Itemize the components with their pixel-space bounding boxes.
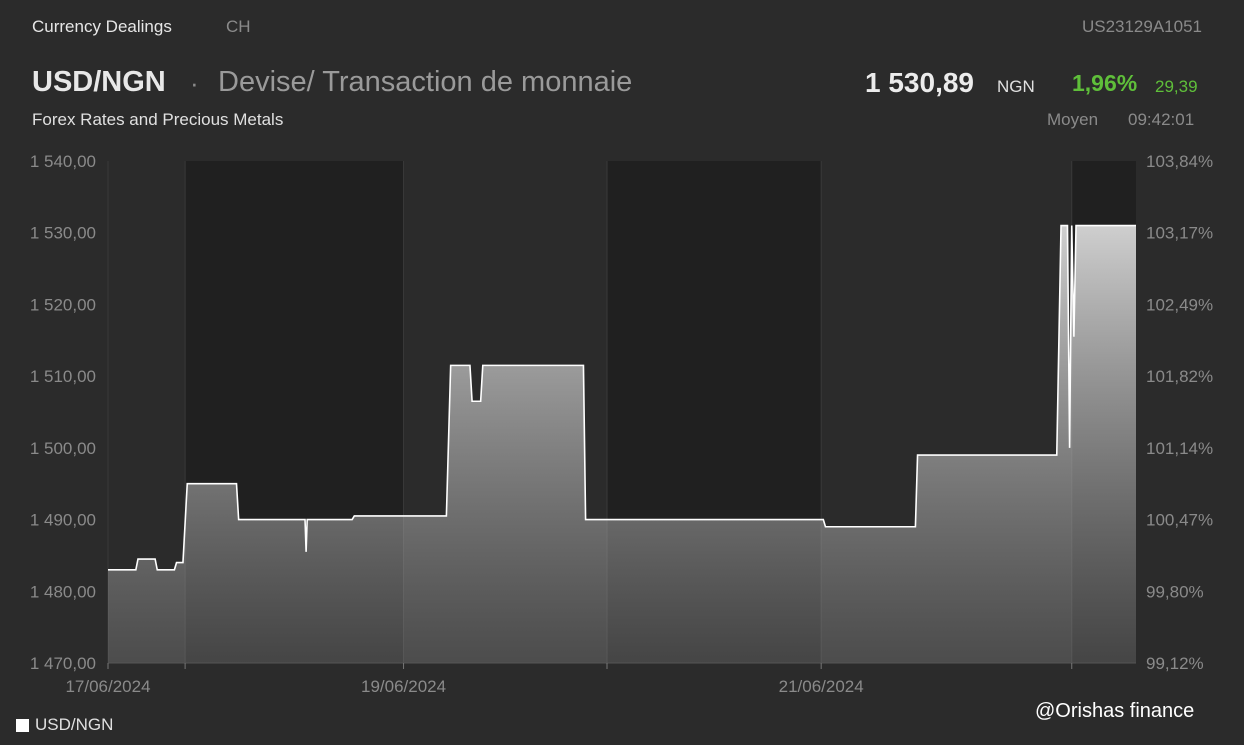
y2-tick-label: 100,47% xyxy=(1146,511,1213,530)
price-currency: NGN xyxy=(997,77,1035,96)
y-tick-label: 1 520,00 xyxy=(30,295,96,314)
y-tick-label: 1 510,00 xyxy=(30,367,96,386)
x-tick-label: 21/06/2024 xyxy=(779,677,864,696)
y2-tick-label: 102,49% xyxy=(1146,295,1213,314)
x-tick-label: 19/06/2024 xyxy=(361,677,446,696)
instrument-description: Devise/ Transaction de monnaie xyxy=(218,66,633,98)
y2-tick-label: 103,84% xyxy=(1146,152,1213,171)
series-area-usd-ngn xyxy=(108,225,1136,664)
legend-swatch xyxy=(16,718,29,732)
instrument-subtitle: Forex Rates and Precious Metals xyxy=(32,110,284,129)
y-tick-label: 1 490,00 xyxy=(30,511,96,530)
y-tick-label: 1 470,00 xyxy=(30,654,96,673)
y-tick-label: 1 500,00 xyxy=(30,439,96,458)
market-label: CH xyxy=(226,17,251,36)
title-separator: · xyxy=(190,68,199,98)
series-line-usd-ngn xyxy=(108,224,1136,571)
chart-legend: USD/NGN xyxy=(16,715,113,735)
x-tick-label: 17/06/2024 xyxy=(65,677,150,696)
change-percent: 1,96% xyxy=(1072,70,1138,96)
source-label: Currency Dealings xyxy=(32,17,172,36)
y-tick-label: 1 480,00 xyxy=(30,582,96,601)
last-price: 1 530,89 xyxy=(865,67,974,98)
quote-time-label: 09:42:01 xyxy=(1128,110,1195,129)
y2-tick-label: 103,17% xyxy=(1146,224,1213,243)
y2-tick-label: 99,12% xyxy=(1146,654,1204,673)
quote-type-label: Moyen xyxy=(1047,110,1099,129)
y2-tick-label: 101,82% xyxy=(1146,367,1213,386)
y2-tick-label: 101,14% xyxy=(1146,439,1213,458)
y-tick-label: 1 540,00 xyxy=(30,152,96,171)
currency-pair-title: USD/NGN xyxy=(32,66,166,98)
isin-label: US23129A1051 xyxy=(1081,17,1202,36)
legend-label: USD/NGN xyxy=(35,715,114,734)
watermark: @Orishas finance xyxy=(1035,700,1195,722)
y-tick-label: 1 530,00 xyxy=(30,224,96,243)
y2-tick-label: 99,80% xyxy=(1146,582,1204,601)
change-absolute: 29,39 xyxy=(1155,77,1198,96)
